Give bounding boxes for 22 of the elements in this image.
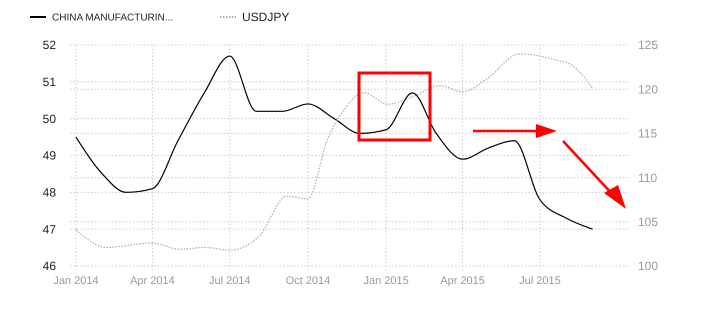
y-tick-label: 46 xyxy=(42,259,56,274)
y-tick-label: 48 xyxy=(42,186,56,200)
y-tick-label: 50 xyxy=(42,112,56,126)
legend-label: USDJPY xyxy=(242,10,290,24)
y2-tick-label: 115 xyxy=(638,126,658,141)
y2-tick-label: 105 xyxy=(638,215,658,229)
y2-tick-label: 110 xyxy=(638,170,658,185)
y-tick-label: 52 xyxy=(42,38,56,52)
y2-tick-label: 125 xyxy=(638,38,658,52)
y-tick-label: 47 xyxy=(42,222,56,236)
x-tick-label: Jul 2014 xyxy=(208,275,251,287)
x-tick-label: Jan 2014 xyxy=(53,275,99,287)
x-tick-label: Oct 2014 xyxy=(286,275,330,287)
legend-label: CHINA MANUFACTURIN... xyxy=(52,12,174,24)
x-tick-label: Jan 2015 xyxy=(363,275,409,287)
y-tick-label: 51 xyxy=(42,75,56,90)
x-tick-label: Apr 2014 xyxy=(130,275,175,287)
y2-tick-label: 100 xyxy=(638,259,658,274)
y2-tick-label: 120 xyxy=(638,82,658,96)
y-tick-label: 49 xyxy=(42,148,56,163)
x-tick-label: Apr 2015 xyxy=(440,275,485,287)
x-tick-label: Jul 2015 xyxy=(519,275,561,287)
